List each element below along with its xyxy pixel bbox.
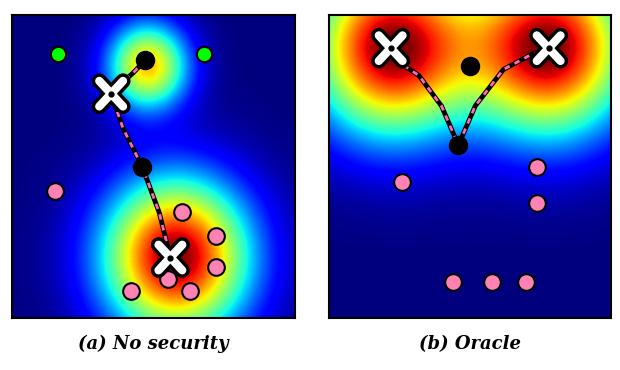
- Text: (a) No security: (a) No security: [78, 335, 229, 353]
- Text: (b) Oracle: (b) Oracle: [418, 335, 521, 353]
